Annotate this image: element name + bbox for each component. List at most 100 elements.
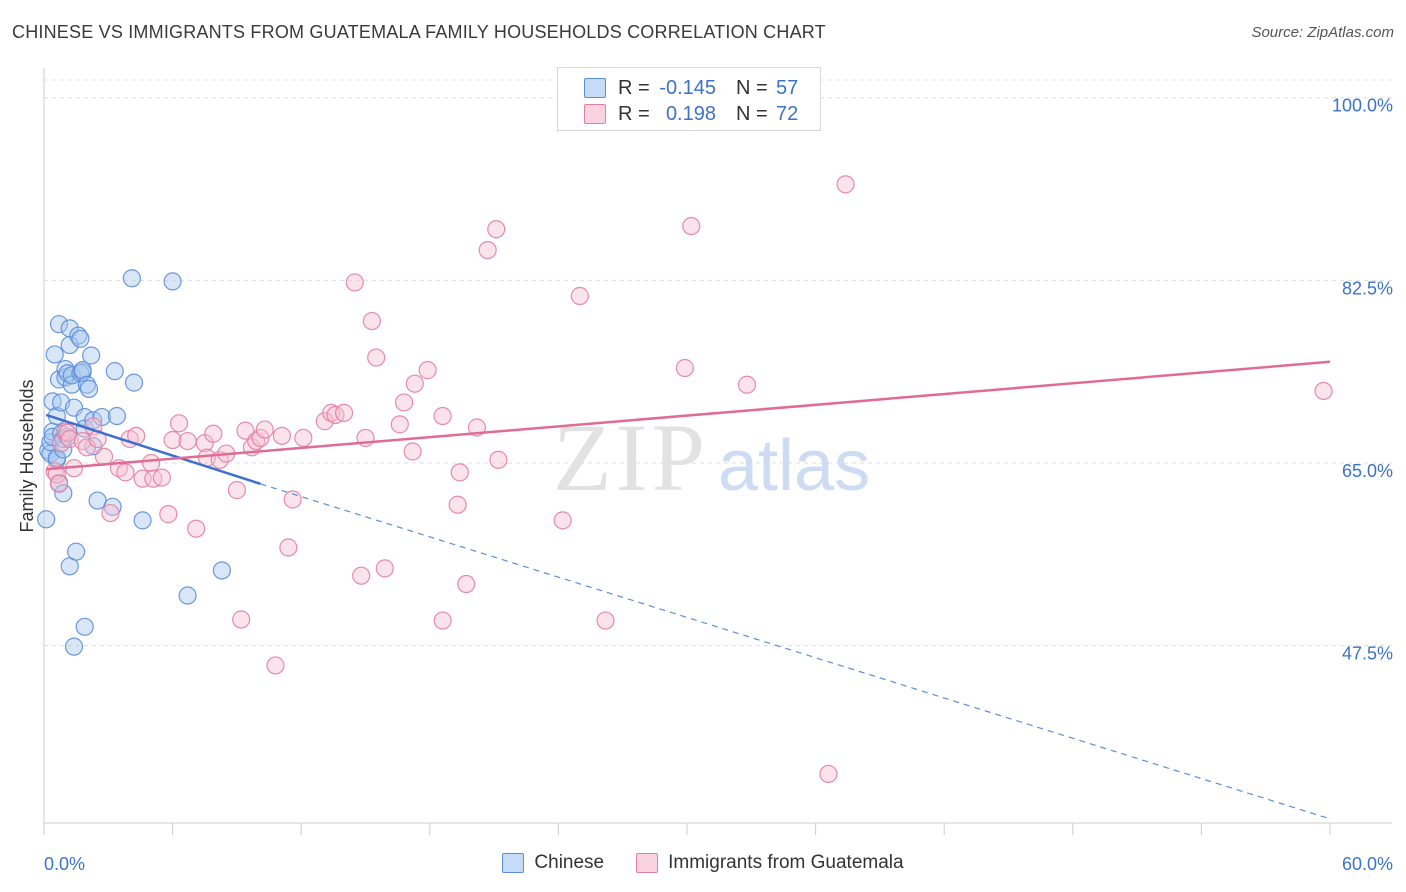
data-point[interactable] (448, 495, 467, 514)
data-point[interactable] (142, 453, 161, 473)
data-point[interactable] (73, 361, 92, 380)
data-point[interactable] (334, 403, 354, 422)
data-point[interactable] (403, 442, 422, 461)
data-point[interactable] (375, 559, 394, 578)
data-point[interactable] (478, 240, 497, 260)
legend-r-label: R = (618, 76, 650, 99)
data-point[interactable] (71, 329, 90, 348)
watermark: ZIP atlas (553, 404, 870, 511)
data-point[interactable] (836, 175, 855, 194)
data-point[interactable] (204, 424, 223, 443)
legend-swatch-chinese (502, 853, 525, 873)
legend-row-chinese: R = -0.145 N = 57 (584, 76, 798, 100)
data-point[interactable] (394, 393, 414, 412)
data-point[interactable] (67, 542, 86, 561)
data-point[interactable] (279, 538, 298, 557)
legend-n-label: N = (736, 102, 768, 125)
data-point[interactable] (457, 574, 476, 594)
data-point[interactable] (75, 617, 94, 636)
data-point[interactable] (433, 611, 452, 630)
data-point[interactable] (187, 519, 206, 538)
data-point[interactable] (352, 566, 371, 585)
data-point[interactable] (570, 286, 589, 306)
data-point[interactable] (45, 345, 64, 364)
data-point[interactable] (49, 315, 69, 334)
legend-r-value: -0.145 (659, 76, 716, 99)
legend-label-guatemala: Immigrants from Guatemala (668, 852, 904, 873)
data-point[interactable] (227, 481, 246, 500)
data-point[interactable] (345, 273, 364, 292)
data-point[interactable] (107, 406, 126, 426)
legend-r-label: R = (618, 102, 650, 125)
data-point[interactable] (390, 415, 409, 434)
legend-item-guatemala[interactable]: Immigrants from Guatemala (636, 852, 904, 874)
legend-item-chinese[interactable]: Chinese (502, 852, 604, 874)
data-point[interactable] (418, 361, 437, 380)
data-point[interactable] (101, 503, 120, 523)
data-point[interactable] (682, 216, 701, 236)
legend-n-label: N = (736, 76, 768, 99)
data-point[interactable] (52, 434, 71, 453)
data-point[interactable] (251, 428, 270, 448)
data-point[interactable] (37, 510, 56, 529)
gridlines (44, 79, 1392, 647)
y-tick-label: 65.0% (1342, 461, 1393, 481)
data-point[interactable] (178, 431, 197, 451)
legend-n-value: 57 (776, 76, 799, 99)
data-point[interactable] (169, 414, 189, 433)
data-point[interactable] (450, 463, 469, 482)
data-point[interactable] (163, 272, 182, 291)
data-point[interactable] (178, 586, 197, 605)
data-point[interactable] (553, 511, 572, 530)
data-point[interactable] (133, 511, 152, 530)
legend-r-value: 0.198 (665, 102, 716, 125)
data-point[interactable] (489, 450, 508, 469)
data-point[interactable] (163, 430, 182, 450)
data-point[interactable] (159, 505, 178, 524)
data-point[interactable] (69, 326, 88, 345)
data-point[interactable] (54, 484, 73, 503)
y-tick-label: 100.0% (1332, 96, 1393, 116)
data-point[interactable] (133, 469, 152, 488)
series-legend: Chinese Immigrants from Guatemala (0, 852, 1406, 874)
source-label: Source: ZipAtlas.com (1251, 24, 1394, 41)
data-point[interactable] (819, 764, 838, 784)
data-point[interactable] (255, 420, 274, 439)
data-point[interactable] (49, 474, 69, 493)
data-point[interactable] (105, 362, 124, 381)
watermark-zip: ZIP (553, 404, 709, 511)
watermark-atlas: atlas (718, 426, 870, 506)
data-point[interactable] (124, 373, 144, 392)
data-point[interactable] (675, 358, 694, 378)
y-axis-label: Family Households (17, 379, 37, 532)
data-point[interactable] (122, 269, 141, 288)
legend-swatch-guatemala (636, 853, 659, 873)
data-point[interactable] (596, 611, 615, 630)
data-point[interactable] (433, 406, 452, 426)
data-point[interactable] (362, 311, 382, 331)
legend-swatch-chinese (584, 78, 606, 98)
data-point[interactable] (152, 468, 171, 487)
trend-line-chinese-extrapolated (260, 483, 1331, 820)
data-point[interactable] (64, 637, 84, 656)
data-point[interactable] (116, 463, 135, 482)
data-point[interactable] (294, 428, 313, 448)
legend-label-chinese: Chinese (534, 852, 605, 873)
data-point[interactable] (212, 561, 231, 580)
x-tick-label: 0.0% (44, 854, 85, 874)
data-point[interactable] (405, 374, 424, 393)
trend-line-chinese (45, 413, 261, 486)
data-point[interactable] (1314, 381, 1333, 401)
data-point[interactable] (487, 220, 506, 239)
x-tick-label: 60.0% (1342, 854, 1393, 874)
data-point[interactable] (79, 379, 99, 398)
data-point[interactable] (367, 348, 386, 367)
data-point[interactable] (82, 346, 101, 365)
data-point[interactable] (737, 375, 757, 394)
data-point[interactable] (232, 610, 251, 629)
y-tick-label: 82.5% (1342, 278, 1393, 298)
data-point[interactable] (266, 656, 285, 675)
data-point[interactable] (272, 426, 292, 445)
legend-row-guatemala: R = 0.198 N = 72 (584, 102, 798, 126)
y-tick-label: 47.5% (1342, 644, 1393, 664)
